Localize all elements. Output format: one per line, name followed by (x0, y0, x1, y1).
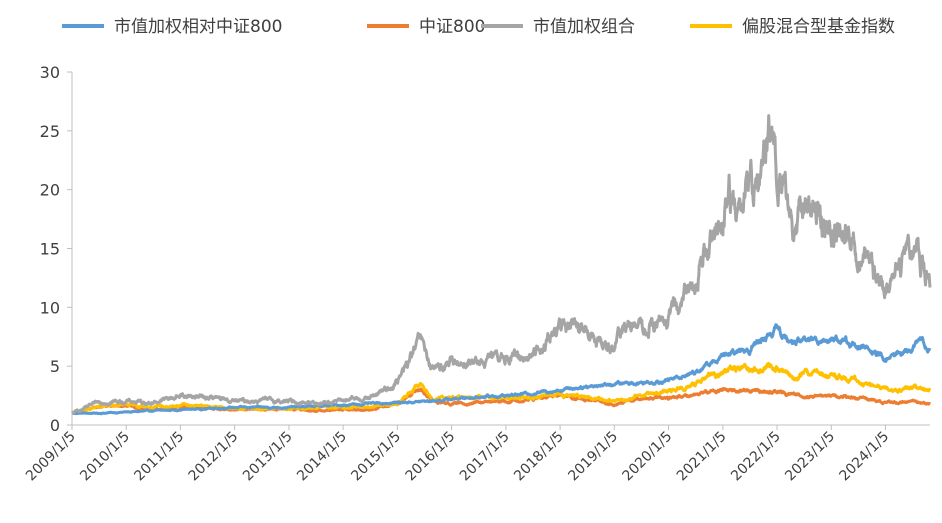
series-line-2 (70, 114, 932, 415)
x-tick-label: 2009/1/5 (23, 429, 79, 485)
x-tick-label: 2011/1/5 (131, 429, 187, 485)
x-tick-label: 2016/1/5 (403, 429, 459, 485)
series-lines (70, 114, 932, 416)
legend-label-3: 偏股混合型基金指数 (742, 17, 895, 37)
x-tick-label: 2020/1/5 (620, 429, 676, 485)
x-tick-label: 2018/1/5 (511, 429, 567, 485)
legend-label-1: 中证800 (419, 17, 485, 37)
x-tick-label: 2022/1/5 (728, 429, 784, 485)
y-tick-label: 10 (40, 298, 60, 317)
y-axis: 0 5 10 15 20 25 30 (40, 63, 73, 435)
chart-legend: 市值加权相对中证800 中证800 市值加权组合 偏股混合型基金指数 (62, 17, 895, 37)
x-tick-label: 2017/1/5 (457, 429, 513, 485)
x-tick-label: 2013/1/5 (240, 429, 296, 485)
x-tick-label: 2024/1/5 (836, 429, 892, 485)
y-tick-label: 25 (40, 122, 60, 141)
y-tick-label: 0 (50, 416, 60, 435)
y-tick-label: 15 (40, 240, 60, 259)
y-tick-label: 30 (40, 63, 60, 82)
series-line-3 (70, 362, 932, 415)
x-tick-label: 2012/1/5 (186, 429, 242, 485)
series-line-0 (70, 323, 932, 416)
x-axis: 2009/1/52010/1/52011/1/52012/1/52013/1/5… (23, 424, 930, 485)
legend-label-0: 市值加权相对中证800 (114, 17, 282, 37)
x-tick-label: 2014/1/5 (294, 429, 350, 485)
x-tick-label: 2021/1/5 (674, 429, 730, 485)
x-tick-label: 2023/1/5 (782, 429, 838, 485)
x-tick-label: 2019/1/5 (565, 429, 621, 485)
legend-label-2: 市值加权组合 (533, 17, 635, 37)
y-tick-label: 5 (50, 357, 60, 376)
y-tick-label: 20 (40, 181, 60, 200)
x-tick-label: 2015/1/5 (348, 429, 404, 485)
x-tick-label: 2010/1/5 (77, 429, 133, 485)
